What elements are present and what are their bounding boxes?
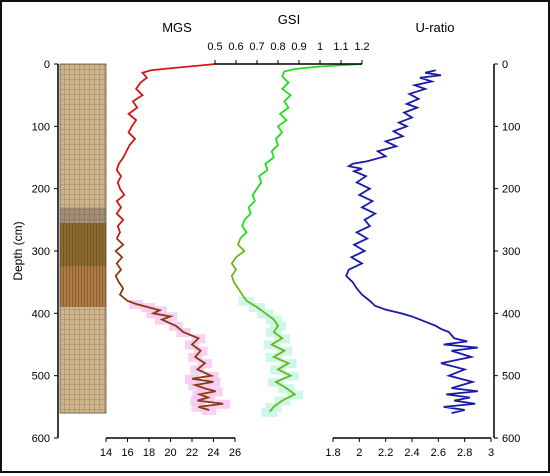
left-depth-tick-label: 200 — [32, 184, 50, 196]
uratio-series-line — [345, 69, 478, 414]
left-depth-tick-label: 300 — [32, 246, 50, 258]
core-segment-texture — [60, 222, 106, 267]
right-depth-tick-label: 100 — [502, 121, 520, 133]
mgs-series-line-lower — [114, 237, 224, 411]
mgs-title: MGS — [162, 20, 192, 35]
uratio-x-tick-label: 2.8 — [457, 447, 472, 459]
uratio-panel: U-ratio 1.8 2 2.2 2.4 2.6 2.8 3 — [325, 20, 494, 459]
uratio-x-tick-label: 2.2 — [378, 447, 393, 459]
gsi-x-tick-label: 0.7 — [249, 41, 264, 53]
mgs-x-tick-label: 24 — [207, 447, 219, 459]
gsi-series-line-lower — [230, 238, 297, 413]
left-depth-tick-label: 600 — [32, 433, 50, 445]
gsi-x-tick-label: 0.8 — [270, 41, 285, 53]
mgs-x-axis: 14 16 18 20 22 24 26 — [100, 437, 241, 459]
left-depth-tick-label: 500 — [32, 371, 50, 383]
left-depth-tick-label: 0 — [44, 59, 50, 71]
mgs-x-tick-label: 18 — [143, 447, 155, 459]
right-depth-tick-label: 0 — [502, 59, 508, 71]
gsi-x-tick-label: 1.2 — [354, 41, 369, 53]
mgs-x-tick-label: 14 — [100, 447, 112, 459]
core-log-column — [59, 63, 107, 414]
gsi-x-axis: 0.5 0.6 0.7 0.8 0.9 1 1.1 1.2 — [207, 41, 370, 65]
gsi-series-line-upper — [239, 63, 363, 240]
mgs-series — [114, 63, 224, 411]
gsi-x-tick-label: 0.9 — [291, 41, 306, 53]
right-depth-tick-label: 200 — [502, 184, 520, 196]
right-depth-ticks: 0 100 200 300 400 500 600 — [494, 59, 520, 445]
gsi-x-tick-label: 1.1 — [333, 41, 348, 53]
gsi-title: GSI — [278, 12, 300, 27]
gsi-x-tick-label: 0.6 — [228, 41, 243, 53]
right-depth-tick-label: 600 — [502, 433, 520, 445]
left-depth-axis-label: Depth (cm) — [11, 221, 25, 280]
right-depth-tick-label: 300 — [502, 246, 520, 258]
mgs-highlight-cell — [202, 405, 217, 415]
uratio-x-tick-label: 2.4 — [404, 447, 419, 459]
left-depth-ticks: 0 100 200 300 400 500 600 — [32, 59, 58, 445]
mgs-series-line-upper — [115, 63, 216, 239]
gsi-x-tick-label: 0.5 — [207, 41, 222, 53]
uratio-x-axis: 1.8 2 2.2 2.4 2.6 2.8 3 — [325, 437, 494, 459]
gsi-x-tick-label: 1 — [317, 41, 323, 53]
mgs-panel: MGS 14 16 18 20 22 24 26 — [100, 20, 241, 459]
uratio-title: U-ratio — [415, 20, 454, 35]
core-outline — [59, 63, 107, 414]
core-segment-texture — [60, 207, 106, 223]
gsi-panel: GSI 0.5 0.6 0.7 0.8 0.9 1 1.1 1.2 — [207, 12, 370, 417]
mgs-x-tick-label: 22 — [186, 447, 198, 459]
left-depth-tick-label: 400 — [32, 308, 50, 320]
core-segment-texture — [60, 307, 106, 414]
left-depth-axis: 0 100 200 300 400 500 600 Depth (cm) — [11, 59, 59, 445]
mgs-highlight-band — [129, 299, 231, 415]
right-depth-tick-label: 500 — [502, 371, 520, 383]
mgs-x-tick-label: 26 — [229, 447, 241, 459]
uratio-x-tick-label: 3 — [488, 447, 494, 459]
uratio-series — [345, 69, 478, 414]
uratio-x-tick-label: 2 — [356, 447, 362, 459]
right-depth-tick-label: 400 — [502, 308, 520, 320]
right-depth-axis: 0 100 200 300 400 500 600 — [493, 59, 520, 445]
gsi-highlight-band — [238, 296, 303, 417]
gsi-series — [230, 63, 363, 413]
uratio-x-tick-label: 1.8 — [325, 447, 340, 459]
core-segment-texture — [60, 266, 106, 308]
left-depth-tick-label: 100 — [32, 121, 50, 133]
core-segment-texture — [60, 64, 106, 208]
mgs-x-tick-label: 20 — [164, 447, 176, 459]
uratio-x-tick-label: 2.6 — [431, 447, 446, 459]
mgs-x-tick-label: 16 — [121, 447, 133, 459]
gsi-highlight-cell — [261, 407, 278, 417]
